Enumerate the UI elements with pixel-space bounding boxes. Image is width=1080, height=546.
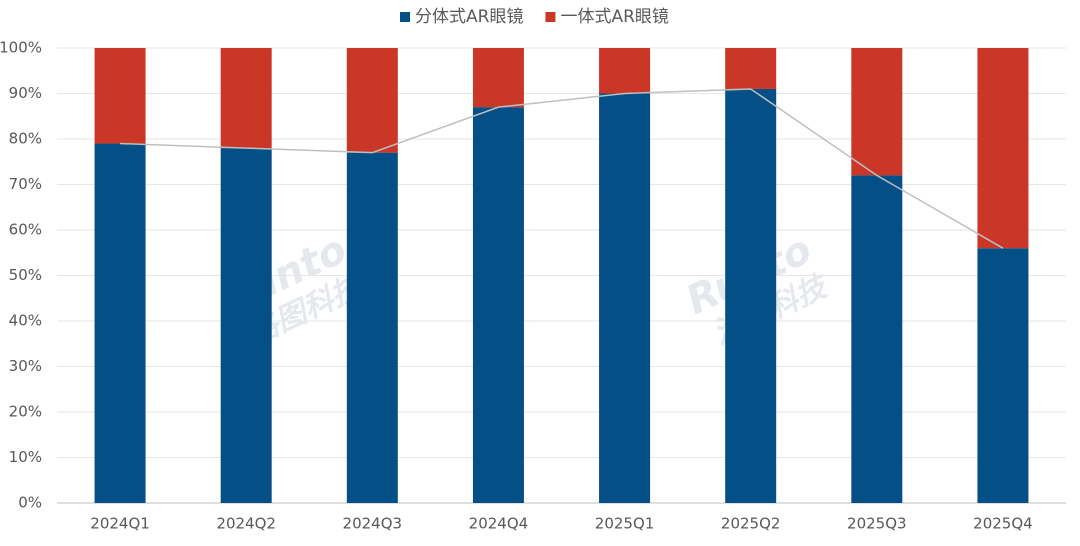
y-tick-label: 70% bbox=[9, 175, 42, 193]
bar-segment bbox=[94, 143, 146, 504]
bar-segment bbox=[220, 148, 272, 503]
bar-segment bbox=[977, 248, 1029, 503]
x-tick-label: 2024Q3 bbox=[343, 515, 403, 533]
x-tick-label: 2025Q4 bbox=[973, 515, 1033, 533]
connector-line bbox=[120, 88, 1004, 249]
x-tick-label: 2025Q2 bbox=[721, 515, 781, 533]
x-tick-label: 2025Q3 bbox=[847, 515, 907, 533]
bar-segment bbox=[851, 175, 903, 503]
y-tick-label: 60% bbox=[9, 221, 42, 239]
y-tick-label: 10% bbox=[9, 448, 42, 466]
legend-label: 一体式AR眼镜 bbox=[560, 7, 668, 27]
bar-segment bbox=[94, 48, 146, 144]
y-tick-label: 50% bbox=[9, 266, 42, 284]
bar-segment bbox=[472, 48, 524, 108]
y-tick-label: 0% bbox=[18, 494, 42, 512]
legend-swatch bbox=[545, 12, 556, 22]
bar-segment bbox=[599, 93, 651, 503]
bar-segment bbox=[851, 48, 903, 176]
x-tick-label: 2024Q1 bbox=[90, 515, 150, 533]
legend-label: 分体式AR眼镜 bbox=[415, 7, 523, 27]
y-tick-label: 80% bbox=[9, 130, 42, 148]
bar-segment bbox=[725, 88, 777, 503]
bar-segment bbox=[977, 48, 1029, 249]
x-tick-label: 2025Q1 bbox=[595, 515, 655, 533]
bar-segment bbox=[599, 48, 651, 94]
bar-segment bbox=[472, 107, 524, 504]
x-tick-label: 2024Q2 bbox=[216, 515, 276, 533]
bar-segment bbox=[220, 48, 272, 149]
legend-swatch bbox=[400, 12, 410, 22]
y-tick-label: 100% bbox=[0, 39, 42, 57]
bar-segment bbox=[725, 48, 777, 89]
y-tick-label: 30% bbox=[9, 357, 42, 375]
x-tick-label: 2024Q4 bbox=[469, 515, 529, 533]
bar-segment bbox=[346, 152, 398, 503]
plot: 0% 10% 20% 30% 40% 50% 60% 70% 80% 90% 100% 2024Q1 2… bbox=[0, 7, 1066, 533]
y-tick-label: 40% bbox=[9, 312, 42, 330]
y-tick-label: 20% bbox=[9, 403, 42, 421]
y-tick-label: 90% bbox=[9, 84, 42, 102]
bar-segment bbox=[346, 48, 398, 153]
